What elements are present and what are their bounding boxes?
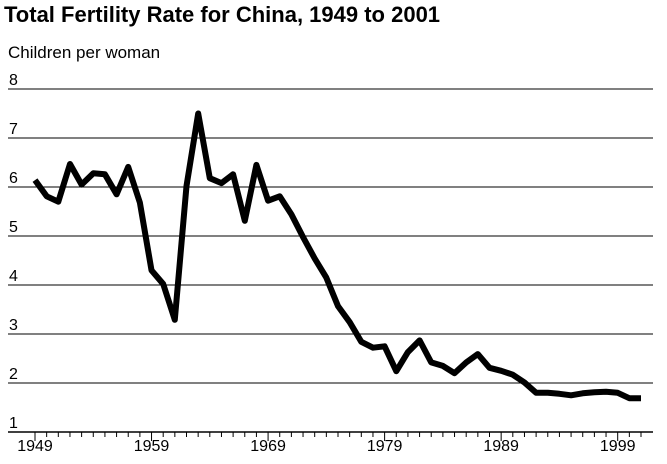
series-layer	[32, 110, 641, 402]
y-tick-label: 6	[9, 170, 18, 187]
y-tick-label: 4	[9, 268, 18, 285]
y-tick-label: 2	[9, 366, 18, 383]
x-tick-label: 1949	[17, 438, 53, 455]
y-tick-label: 8	[9, 72, 18, 89]
y-axis-label: Children per woman	[8, 43, 161, 62]
y-tick-labels: 1 2 3 4 5 6 7 8	[9, 72, 18, 432]
y-tick-label: 7	[9, 121, 18, 138]
y-tick-label: 5	[9, 219, 18, 236]
x-tick-label: 1959	[134, 438, 170, 455]
x-tick-label: 1969	[250, 438, 286, 455]
x-tick-label: 1989	[483, 438, 519, 455]
x-axis: 1949 1959 1969 1979 1989 1999	[8, 431, 653, 455]
chart-title: Total Fertility Rate for China, 1949 to …	[4, 2, 441, 27]
grid-lines	[8, 88, 653, 384]
x-tick-label: 1999	[600, 438, 636, 455]
y-tick-label: 3	[9, 317, 18, 334]
y-tick-label: 1	[9, 415, 18, 432]
series-line	[32, 110, 641, 402]
x-tick-label: 1979	[367, 438, 403, 455]
